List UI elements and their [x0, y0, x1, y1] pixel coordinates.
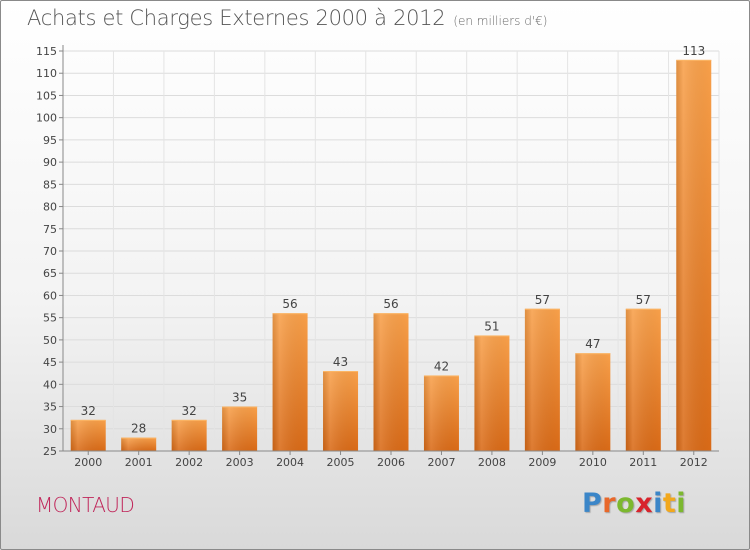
y-tick-label: 115 — [36, 45, 57, 58]
x-tick-label: 2002 — [175, 456, 203, 469]
bar-shade — [272, 313, 308, 451]
bar-shade — [676, 59, 712, 452]
bar-shade — [171, 419, 207, 451]
x-tick-label: 2005 — [327, 456, 355, 469]
x-tick-label: 2000 — [74, 456, 102, 469]
town-name: MONTAUD — [36, 493, 135, 517]
logo-letter: i — [676, 488, 687, 519]
y-tick-label: 65 — [43, 267, 57, 280]
y-tick-label: 25 — [43, 445, 57, 458]
bar-value-label: 32 — [81, 404, 96, 418]
bar-value-label: 47 — [585, 337, 600, 351]
bar-value-label: 56 — [282, 297, 297, 311]
y-tick-label: 35 — [43, 401, 57, 414]
logo-letter: P — [582, 488, 603, 519]
bar-value-label: 42 — [434, 359, 449, 373]
y-tick-label: 105 — [36, 89, 57, 102]
proxiti-logo[interactable]: Proxiti — [582, 488, 686, 519]
y-tick-label: 80 — [43, 201, 57, 214]
y-tick-label: 45 — [43, 356, 57, 369]
x-tick-label: 2012 — [680, 456, 708, 469]
y-tick-label: 70 — [43, 245, 57, 258]
x-tick-label: 2009 — [528, 456, 556, 469]
bar-shade — [625, 308, 661, 451]
bar-value-label: 57 — [636, 293, 651, 307]
chart-subtitle: (en milliers d'€) — [453, 14, 548, 28]
logo-letter: o — [616, 488, 636, 519]
y-tick-label: 55 — [43, 312, 57, 325]
x-tick-label: 2008 — [478, 456, 506, 469]
y-tick-label: 110 — [36, 67, 57, 80]
x-tick-label: 2004 — [276, 456, 304, 469]
bar-shade — [373, 313, 409, 451]
x-tick-label: 2007 — [427, 456, 455, 469]
bar-shade — [121, 437, 157, 451]
bar-value-label: 32 — [182, 404, 197, 418]
logo-letter: x — [635, 488, 654, 519]
logo-letter: r — [602, 488, 617, 519]
y-tick-label: 40 — [43, 378, 57, 391]
y-tick-label: 60 — [43, 289, 57, 302]
y-tick-label: 50 — [43, 334, 57, 347]
bar-shade — [524, 308, 560, 451]
bar-value-label: 57 — [535, 293, 550, 307]
x-tick-label: 2001 — [125, 456, 153, 469]
bars-layer: 32 28 32 35 56 43 56 42 51 57 47 57 113 — [70, 44, 712, 452]
x-tick-label: 2010 — [579, 456, 607, 469]
axis-layer: 25 30 35 40 45 50 55 60 65 70 75 80 85 90 95 100 105 110 1… — [36, 45, 719, 469]
x-tick-label: 2011 — [629, 456, 657, 469]
bar-value-label: 56 — [383, 297, 398, 311]
logo-letter: t — [662, 488, 677, 519]
bar-value-label: 43 — [333, 355, 348, 369]
y-tick-label: 100 — [36, 112, 57, 125]
bar-value-label: 113 — [682, 44, 705, 58]
chart-title: Achats et Charges Externes 2000 à 2012 (e… — [27, 6, 547, 30]
logo-letter: i — [653, 488, 663, 519]
bar-value-label: 28 — [131, 422, 146, 436]
y-tick-label: 30 — [43, 423, 57, 436]
x-tick-label: 2006 — [377, 456, 405, 469]
bar-value-label: 35 — [232, 391, 247, 405]
bar-shade — [423, 375, 459, 451]
bar-shade — [474, 335, 510, 451]
x-tick-label: 2003 — [226, 456, 254, 469]
bar-shade — [70, 419, 106, 451]
y-tick-label: 90 — [43, 156, 57, 169]
y-tick-label: 85 — [43, 178, 57, 191]
bar-shade — [222, 406, 258, 451]
y-tick-label: 95 — [43, 134, 57, 147]
chart-title-text: Achats et Charges Externes 2000 à 2012 — [27, 6, 446, 30]
bar-value-label: 51 — [484, 319, 499, 333]
y-tick-label: 75 — [43, 223, 57, 236]
bar-shade — [323, 371, 359, 451]
bar-shade — [575, 353, 611, 451]
